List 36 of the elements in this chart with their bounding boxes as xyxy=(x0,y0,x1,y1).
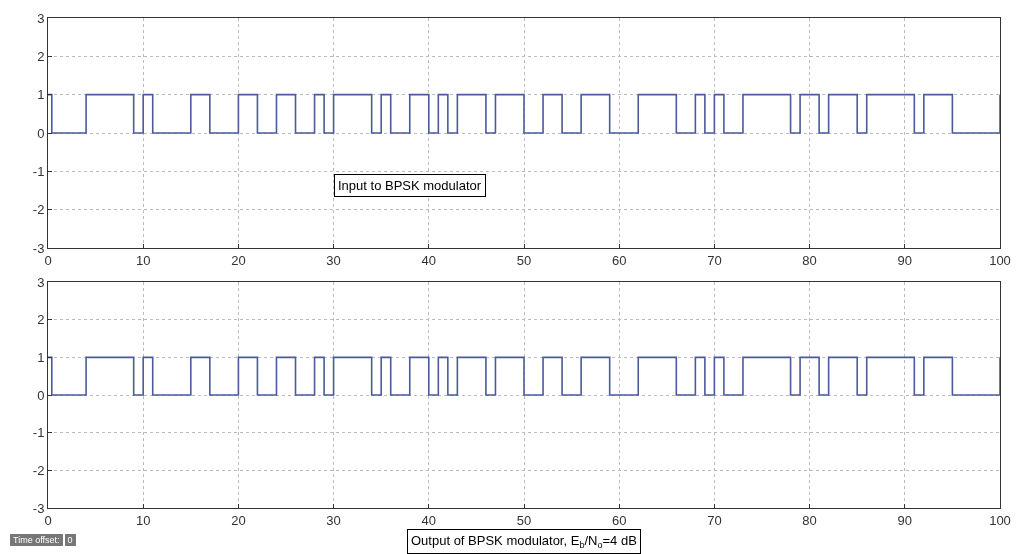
x-tick-label: 10 xyxy=(135,252,151,268)
x-tick-label: 70 xyxy=(707,252,722,268)
x-tick-label: 100 xyxy=(989,512,1011,528)
x-tick-label: 90 xyxy=(897,512,913,528)
y-tick-label: -3 xyxy=(32,240,45,256)
x-tick-label: 80 xyxy=(802,252,817,268)
y-tick-label: 1 xyxy=(37,349,45,365)
x-tick-label: 60 xyxy=(611,252,627,268)
y-tick-label: 3 xyxy=(37,10,45,26)
y-tick-label: 0 xyxy=(37,125,45,141)
x-tick-label: 50 xyxy=(516,512,532,528)
y-tick-label: -3 xyxy=(32,500,45,516)
x-tick-label: 20 xyxy=(231,512,246,528)
y-tick-label: 0 xyxy=(37,387,45,403)
y-tick-label: 1 xyxy=(37,87,45,103)
x-tick-label: 80 xyxy=(802,512,817,528)
x-tick-label: 30 xyxy=(326,512,341,528)
y-tick-label: 2 xyxy=(37,48,45,64)
text: Output of BPSK modulator, E$_{b}$/N$_{o}$=4 dB xyxy=(411,533,637,550)
annotation: Input to BPSK modulator xyxy=(338,178,482,193)
x-tick-label: 90 xyxy=(897,252,913,268)
y-tick-label: -2 xyxy=(32,462,45,478)
y-tick-label: -1 xyxy=(32,425,45,441)
x-tick-label: 30 xyxy=(326,252,341,268)
x-tick-label: 10 xyxy=(135,512,151,528)
y-tick-label: 3 xyxy=(37,274,45,290)
x-tick-label: 40 xyxy=(421,252,437,268)
x-tick-label: 100 xyxy=(989,252,1011,268)
y-tick-label: 2 xyxy=(37,312,45,328)
y-tick-label: -1 xyxy=(32,163,45,179)
x-tick-label: 40 xyxy=(421,512,437,528)
x-tick-label: 20 xyxy=(231,252,246,268)
x-tick-label: 50 xyxy=(516,252,532,268)
x-tick-label: 70 xyxy=(707,512,722,528)
x-tick-label: 60 xyxy=(611,512,627,528)
y-tick-label: -2 xyxy=(32,202,45,218)
